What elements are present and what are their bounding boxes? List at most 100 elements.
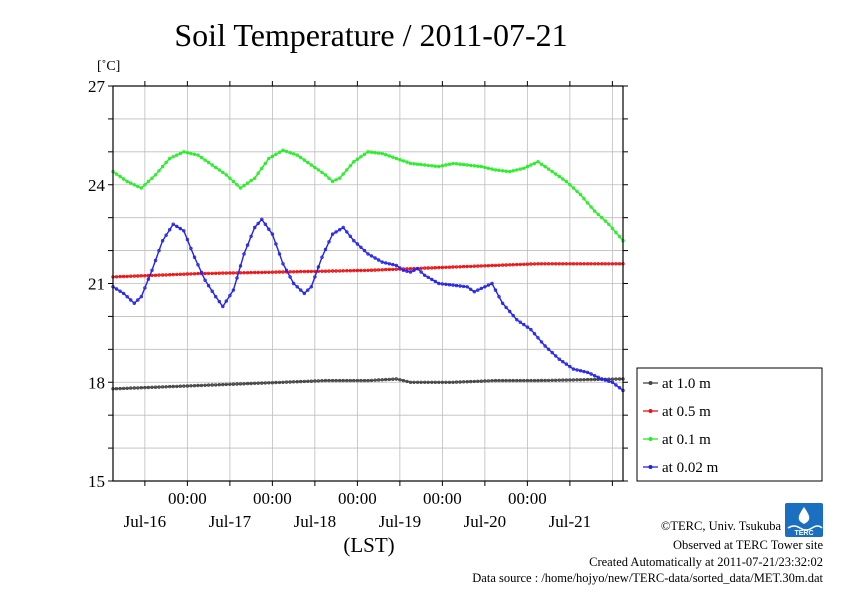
data-point: [128, 298, 133, 302]
data-point: [543, 344, 547, 348]
data-point: [245, 243, 250, 247]
data-point: [192, 152, 197, 156]
data-point: [291, 270, 296, 274]
data-point: [295, 270, 299, 274]
data-point: [175, 153, 179, 157]
data-point: [327, 176, 331, 180]
data-point: [114, 387, 119, 391]
data-point: [451, 265, 455, 269]
data-point: [419, 162, 423, 167]
data-point: [359, 245, 363, 249]
data-point: [536, 262, 540, 266]
data-point: [518, 262, 522, 267]
data-point: [309, 163, 313, 167]
data-point: [617, 262, 622, 266]
data-point: [352, 268, 356, 273]
data-point: [242, 382, 246, 386]
data-point: [341, 172, 345, 176]
data-point: [617, 377, 622, 381]
data-point: [175, 224, 179, 229]
data-point: [125, 179, 129, 184]
data-point: [316, 379, 321, 383]
data-point: [437, 265, 441, 270]
data-point: [536, 159, 540, 164]
data-point: [316, 265, 321, 269]
data-point: [160, 273, 165, 277]
data-point: [192, 384, 197, 388]
data-point: [479, 379, 483, 383]
data-point: [185, 237, 190, 242]
legend-swatch-marker: [648, 437, 653, 441]
data-point: [274, 242, 278, 246]
data-point: [589, 377, 593, 382]
data-point: [483, 165, 487, 170]
data-point: [490, 379, 494, 383]
data-point: [582, 378, 586, 382]
data-point: [284, 149, 289, 154]
data-point: [260, 217, 264, 221]
data-point: [419, 270, 423, 274]
data-point: [451, 283, 455, 287]
legend-label: at 0.5 m: [662, 404, 711, 420]
data-point: [412, 380, 416, 384]
data-point: [515, 378, 519, 383]
data-point: [352, 378, 356, 383]
data-point: [192, 272, 197, 276]
data-point: [408, 267, 413, 271]
data-point: [167, 227, 172, 232]
data-point: [440, 164, 445, 168]
legend-label: at 1.0 m: [662, 376, 711, 392]
data-point: [610, 262, 615, 266]
data-point: [153, 273, 158, 277]
data-point: [490, 281, 494, 286]
data-point: [486, 379, 491, 383]
data-point: [391, 262, 395, 267]
data-point: [497, 168, 501, 172]
data-point: [175, 384, 179, 389]
data-point: [132, 274, 136, 278]
data-point: [118, 174, 122, 179]
data-point: [504, 169, 508, 173]
data-point: [359, 378, 363, 383]
data-point: [228, 293, 232, 298]
data-point: [497, 295, 501, 299]
data-point: [614, 383, 618, 387]
data-point: [277, 270, 282, 274]
data-point: [408, 380, 413, 384]
data-point: [504, 305, 508, 310]
data-point: [136, 184, 140, 189]
data-point: [171, 272, 175, 277]
data-point: [160, 238, 165, 243]
data-point: [600, 262, 604, 266]
data-point: [380, 260, 384, 264]
series-lines: [111, 148, 625, 393]
data-point: [136, 386, 140, 390]
data-point: [532, 332, 537, 336]
data-point: [454, 283, 459, 288]
data-point: [224, 271, 228, 275]
data-point: [571, 378, 576, 382]
series-line-at-0-02-m: [112, 218, 624, 392]
data-point: [345, 230, 349, 234]
data-point: [213, 165, 218, 170]
y-tick-label: 15: [88, 472, 105, 491]
data-point: [263, 222, 267, 226]
x-tick-time-label: 00:00: [508, 489, 547, 508]
data-point: [575, 262, 579, 266]
data-point: [546, 347, 551, 351]
data-point: [472, 264, 476, 268]
data-point: [518, 378, 522, 383]
data-point: [525, 325, 530, 329]
data-point: [327, 378, 331, 383]
data-point: [228, 382, 232, 386]
data-point: [249, 234, 253, 238]
data-point: [330, 378, 335, 383]
data-point: [440, 265, 445, 270]
data-point: [260, 270, 264, 275]
data-point: [231, 179, 236, 184]
data-point: [164, 273, 168, 277]
data-point: [543, 378, 547, 383]
data-point: [334, 378, 338, 383]
data-point: [196, 383, 200, 388]
observed-text: Observed at TERC Tower site: [673, 538, 823, 552]
